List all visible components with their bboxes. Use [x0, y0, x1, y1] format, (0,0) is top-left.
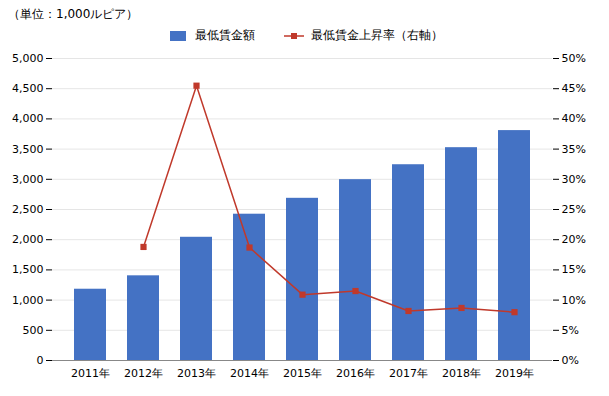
svg-text:2017年: 2017年: [389, 367, 428, 380]
svg-text:20%: 20%: [562, 233, 586, 246]
svg-text:2015年: 2015年: [283, 367, 322, 380]
svg-text:40%: 40%: [562, 112, 586, 125]
html-text:最低賃金上昇率（右軸）: 最低賃金上昇率（右軸）: [310, 28, 443, 42]
svg-text:45%: 45%: [562, 82, 586, 95]
svg-text:3,500: 3,500: [12, 143, 44, 156]
svg-text:0: 0: [37, 354, 44, 367]
svg-text:10%: 10%: [562, 294, 586, 307]
svg-text:0%: 0%: [562, 354, 579, 367]
svg-text:50%: 50%: [562, 52, 586, 65]
svg-text:2018年: 2018年: [442, 367, 481, 380]
html-text:（単位：1,000ルピア）: （単位：1,000ルピア）: [8, 7, 139, 21]
svg-text:4,000: 4,000: [12, 112, 44, 125]
svg-text:2,000: 2,000: [12, 233, 44, 246]
svg-text:30%: 30%: [562, 173, 586, 186]
svg-text:2013年: 2013年: [177, 367, 216, 380]
svg-text:1,500: 1,500: [12, 263, 44, 276]
svg-text:4,500: 4,500: [12, 82, 44, 95]
svg-text:500: 500: [23, 324, 44, 337]
svg-text:1,000: 1,000: [12, 294, 44, 307]
svg-text:2012年: 2012年: [124, 367, 163, 380]
svg-text:35%: 35%: [562, 143, 586, 156]
svg-text:2016年: 2016年: [336, 367, 375, 380]
svg-text:2019年: 2019年: [495, 367, 534, 380]
svg-text:15%: 15%: [562, 263, 586, 276]
svg-text:2014年: 2014年: [230, 367, 269, 380]
svg-text:5%: 5%: [562, 324, 579, 337]
svg-text:2,500: 2,500: [12, 203, 44, 216]
svg-text:25%: 25%: [562, 203, 586, 216]
svg-text:5,000: 5,000: [12, 52, 44, 65]
svg-text:2011年: 2011年: [71, 367, 110, 380]
svg-text:3,000: 3,000: [12, 173, 44, 186]
html-text:最低賃金額: 最低賃金額: [194, 28, 255, 42]
